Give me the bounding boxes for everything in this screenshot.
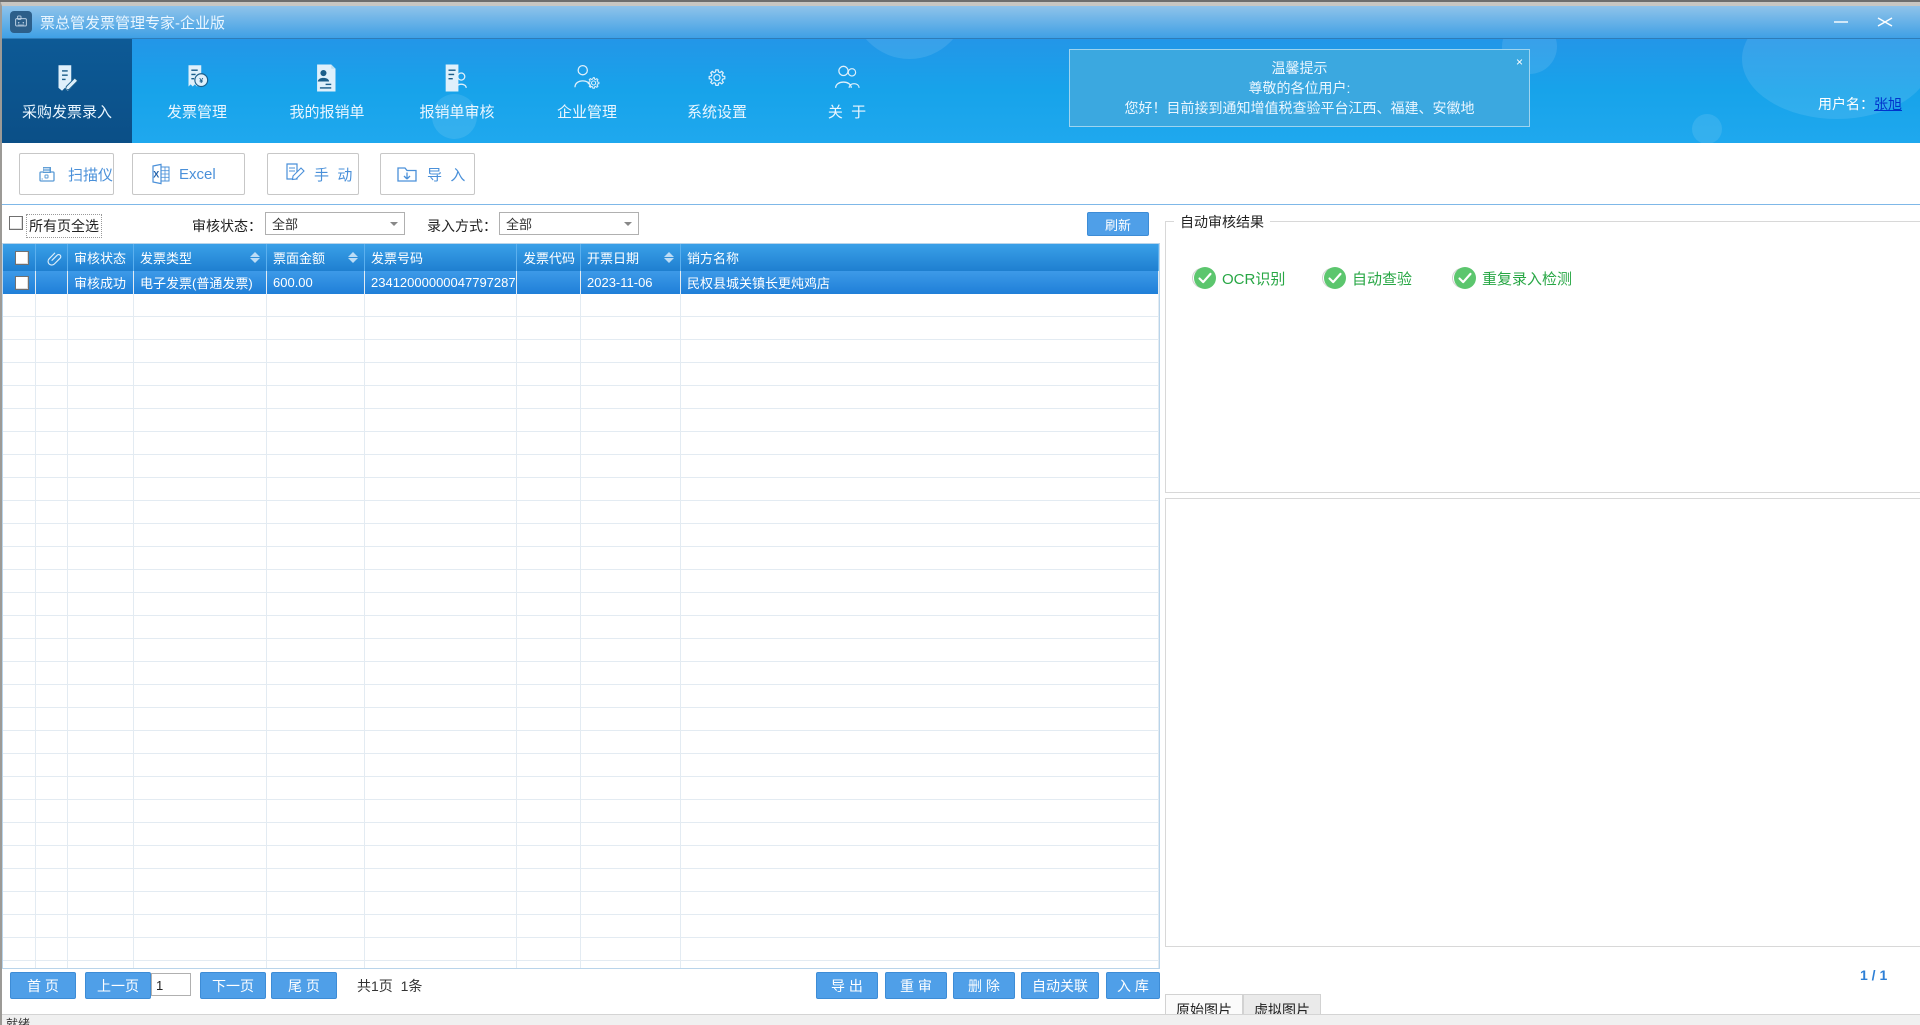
- svg-text:X: X: [153, 170, 159, 180]
- svg-text:¥: ¥: [199, 76, 203, 84]
